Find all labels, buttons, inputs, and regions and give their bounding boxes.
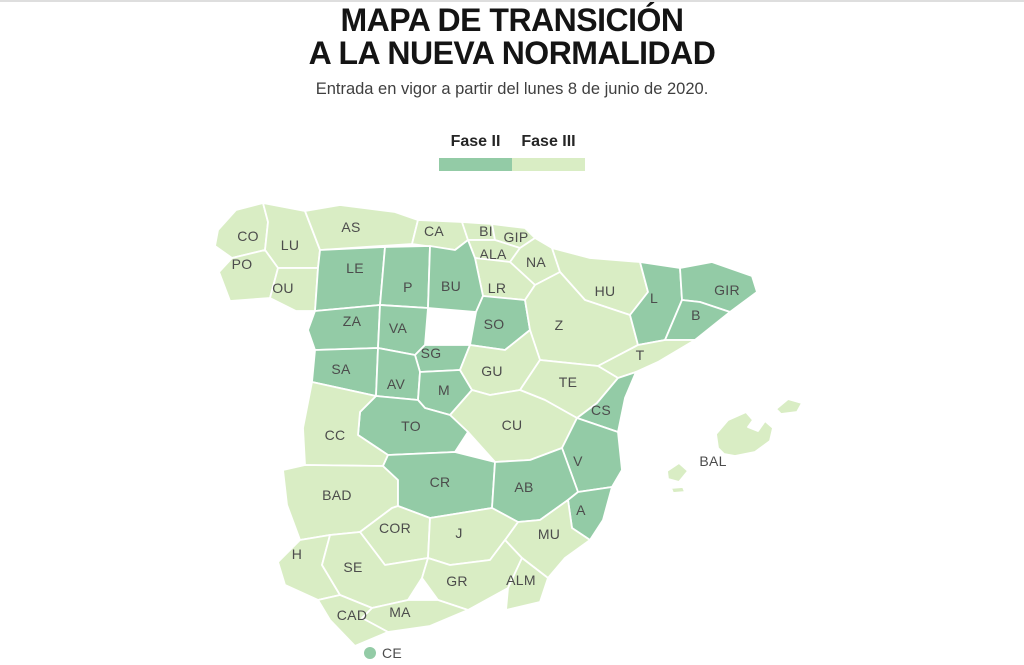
- subtitle: Entrada en vigor a partir del lunes 8 de…: [315, 80, 709, 98]
- province-av: AV: [375, 347, 421, 401]
- province-bu: BU: [427, 239, 484, 313]
- province-le: LE: [314, 246, 386, 312]
- province-label-cc: CC: [325, 427, 346, 443]
- province-sg: SG: [414, 344, 471, 373]
- page-title: MAPA DE TRANSICIÓN A LA NUEVA NORMALIDAD: [0, 4, 1024, 70]
- province-label-cs: CS: [591, 402, 611, 418]
- province-label-lr: LR: [488, 280, 507, 296]
- province-gir: GIR: [679, 261, 758, 313]
- province-label-lu: LU: [281, 237, 300, 253]
- province-label-z: Z: [555, 317, 564, 333]
- province-se: SE: [321, 531, 429, 609]
- province-label-l: L: [650, 290, 658, 306]
- province-label-alm: ALM: [506, 572, 536, 588]
- province-cad: CAD: [317, 594, 389, 647]
- province-label-ala: ALA: [479, 246, 507, 262]
- province-p: P: [379, 245, 431, 309]
- legend-label-fase3: Fase III: [521, 133, 576, 150]
- top-divider: [0, 0, 1024, 2]
- province-label-gr: GR: [446, 573, 468, 589]
- province-po: PO: [218, 249, 279, 302]
- province-label-p: P: [403, 279, 413, 295]
- province-label-cr: CR: [430, 474, 451, 490]
- province-label-va: VA: [389, 320, 408, 336]
- province-ab: AB: [491, 447, 579, 523]
- province-label-cor: COR: [379, 520, 411, 536]
- legend: Fase II Fase III: [0, 133, 1024, 171]
- province-label-za: ZA: [343, 313, 362, 329]
- province-label-ou: OU: [272, 280, 294, 296]
- province-label-co: CO: [237, 228, 259, 244]
- province-label-h: H: [292, 546, 302, 562]
- province-ca: CA: [411, 219, 469, 251]
- province-label-ce: CE: [382, 645, 402, 661]
- province-label-a: A: [576, 502, 586, 518]
- province-label-mu: MU: [538, 526, 560, 542]
- province-label-j: J: [455, 525, 462, 541]
- province-label-so: SO: [484, 316, 505, 332]
- ceuta-dot: [364, 647, 376, 659]
- province-label-bad: BAD: [322, 487, 352, 503]
- province-b: B: [664, 299, 731, 341]
- province-label-cu: CU: [502, 417, 523, 433]
- province-label-bal: BAL: [699, 453, 726, 469]
- header: MAPA DE TRANSICIÓN A LA NUEVA NORMALIDAD…: [0, 4, 1024, 99]
- province-ou: OU: [269, 267, 319, 312]
- province-label-sg: SG: [421, 345, 442, 361]
- province-label-bu: BU: [441, 278, 461, 294]
- legend-label-fase2: Fase II: [450, 133, 501, 150]
- province-label-bi: BI: [479, 223, 493, 239]
- province-label-cad: CAD: [337, 607, 367, 623]
- province-label-to: TO: [401, 418, 421, 434]
- legend-swatch-fase2: [439, 158, 512, 171]
- province-label-gir: GIR: [714, 282, 740, 298]
- province-label-po: PO: [232, 256, 253, 272]
- legend-item-fase3: Fase III: [512, 133, 585, 171]
- province-label-gu: GU: [481, 363, 503, 379]
- province-va: VA: [377, 304, 429, 356]
- province-bi: BI: [461, 221, 496, 241]
- province-label-sa: SA: [331, 361, 351, 377]
- province-co: CO: [214, 202, 269, 259]
- province-label-as: AS: [341, 219, 360, 235]
- province-label-ab: AB: [514, 479, 533, 495]
- legend-item-fase2: Fase II: [439, 133, 512, 171]
- legend-swatch-fase3: [512, 158, 585, 171]
- title-line-2: A LA NUEVA NORMALIDAD: [308, 35, 716, 71]
- province-label-v: V: [573, 453, 583, 469]
- province-bal: BAL: [666, 398, 803, 494]
- province-za: ZA: [307, 304, 381, 351]
- province-label-le: LE: [346, 260, 364, 276]
- province-as: AS: [304, 204, 419, 251]
- province-label-na: NA: [526, 254, 546, 270]
- province-label-av: AV: [387, 376, 406, 392]
- province-label-gip: GIP: [503, 229, 528, 245]
- province-label-b: B: [691, 307, 701, 323]
- province-label-se: SE: [343, 559, 362, 575]
- title-line-1: MAPA DE TRANSICIÓN: [340, 2, 685, 38]
- province-label-hu: HU: [595, 283, 616, 299]
- province-alm: ALM: [505, 557, 549, 611]
- province-label-t: T: [636, 347, 645, 363]
- province-label-ca: CA: [424, 223, 444, 239]
- province-mu: MU: [504, 499, 591, 579]
- province-label-m: M: [438, 382, 450, 398]
- province-label-te: TE: [559, 374, 578, 390]
- province-ce: CE: [364, 645, 402, 661]
- province-label-ma: MA: [389, 604, 411, 620]
